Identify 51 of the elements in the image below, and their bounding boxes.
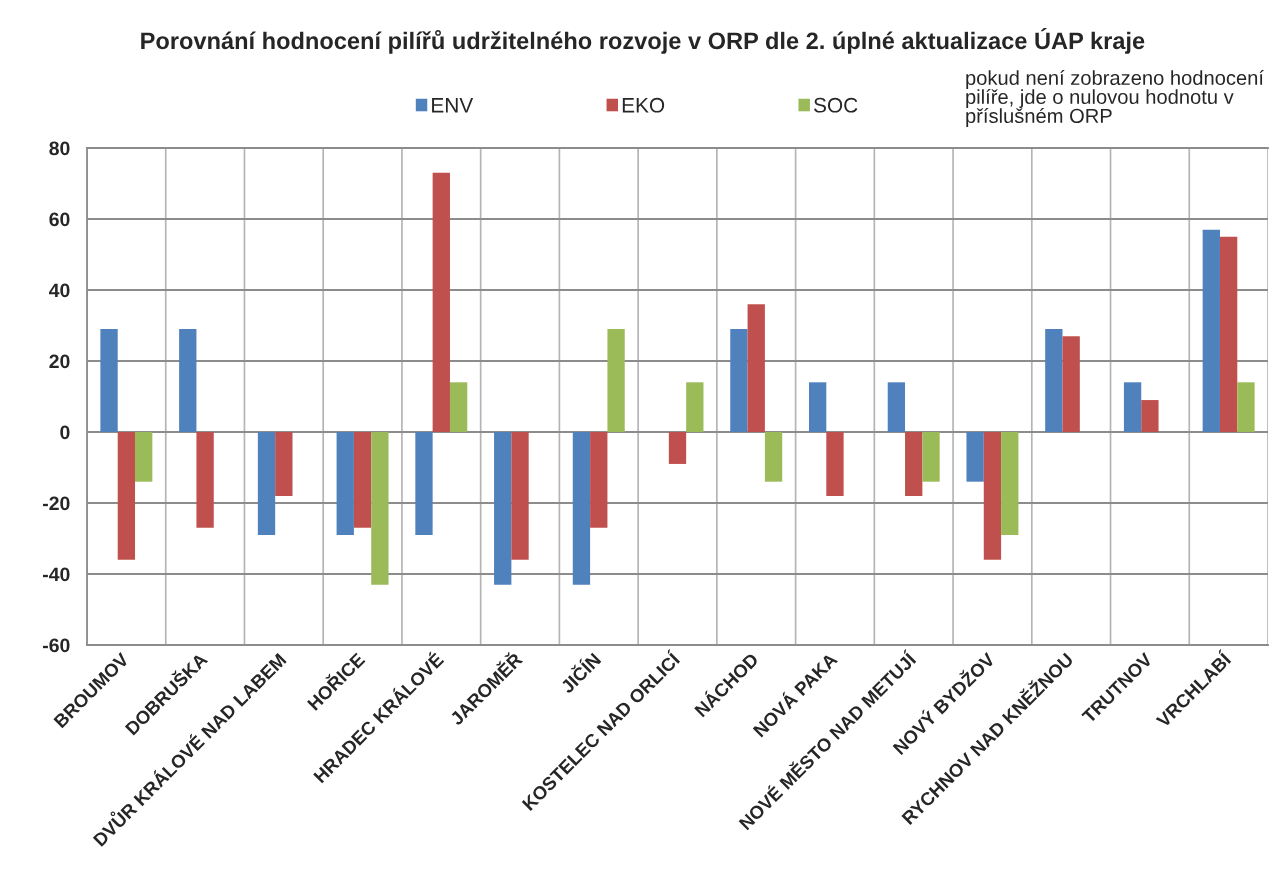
- bar: [686, 382, 704, 432]
- bar: [511, 432, 529, 560]
- bar: [494, 432, 512, 585]
- bar: [887, 382, 906, 432]
- bar: [572, 432, 591, 585]
- bar: [371, 432, 389, 585]
- bar: [275, 432, 293, 496]
- bar: [730, 329, 748, 432]
- y-tick-label: -20: [42, 496, 70, 511]
- bar: [415, 432, 433, 535]
- bar: [1219, 236, 1238, 432]
- bar: [353, 432, 372, 528]
- bar: [607, 329, 625, 432]
- chart-title: Porovnání hodnocení pilířů udržitelného rozvoje v ORP dle 2. úplné aktualizace ÚAP kraje: [141, 28, 1145, 54]
- bar: [179, 329, 197, 432]
- y-tick-label: 80: [49, 141, 70, 156]
- bar: [747, 304, 765, 432]
- bar: [1237, 382, 1255, 432]
- bar: [1141, 400, 1159, 432]
- y-tick-label: -60: [42, 638, 70, 653]
- bar: [449, 382, 468, 432]
- bar: [764, 432, 783, 482]
- bar: [1001, 432, 1019, 535]
- bar: [826, 432, 844, 496]
- bar: [922, 432, 940, 482]
- y-tick-label: 60: [49, 212, 70, 227]
- bar: [432, 172, 450, 432]
- bar: [590, 432, 608, 528]
- y-tick-label: 0: [60, 425, 70, 440]
- y-tick-label: 40: [49, 283, 70, 298]
- bar: [905, 432, 923, 496]
- legend-label: SOC: [814, 97, 858, 113]
- bar: [257, 432, 276, 535]
- bar: [1062, 336, 1080, 432]
- text: pokud není zobrazeno hodnocení pilíře, jde o nulovou hodnotu v příslušném ORP: [966, 70, 1264, 128]
- bar: [1123, 382, 1142, 432]
- bar: [1202, 229, 1220, 432]
- bar: [966, 432, 984, 482]
- bar: [668, 432, 687, 464]
- bar: [135, 432, 153, 482]
- legend-label: EKO: [622, 97, 665, 113]
- legend-label: ENV: [432, 98, 474, 113]
- bar: [100, 329, 118, 432]
- bar: [983, 432, 1002, 560]
- y-tick-label: 20: [49, 354, 70, 369]
- bar: [196, 432, 214, 528]
- bar: [117, 432, 136, 560]
- y-tick-label: -40: [42, 567, 70, 582]
- bar: [336, 432, 354, 535]
- bar: [808, 382, 827, 432]
- bar: [1045, 329, 1063, 432]
